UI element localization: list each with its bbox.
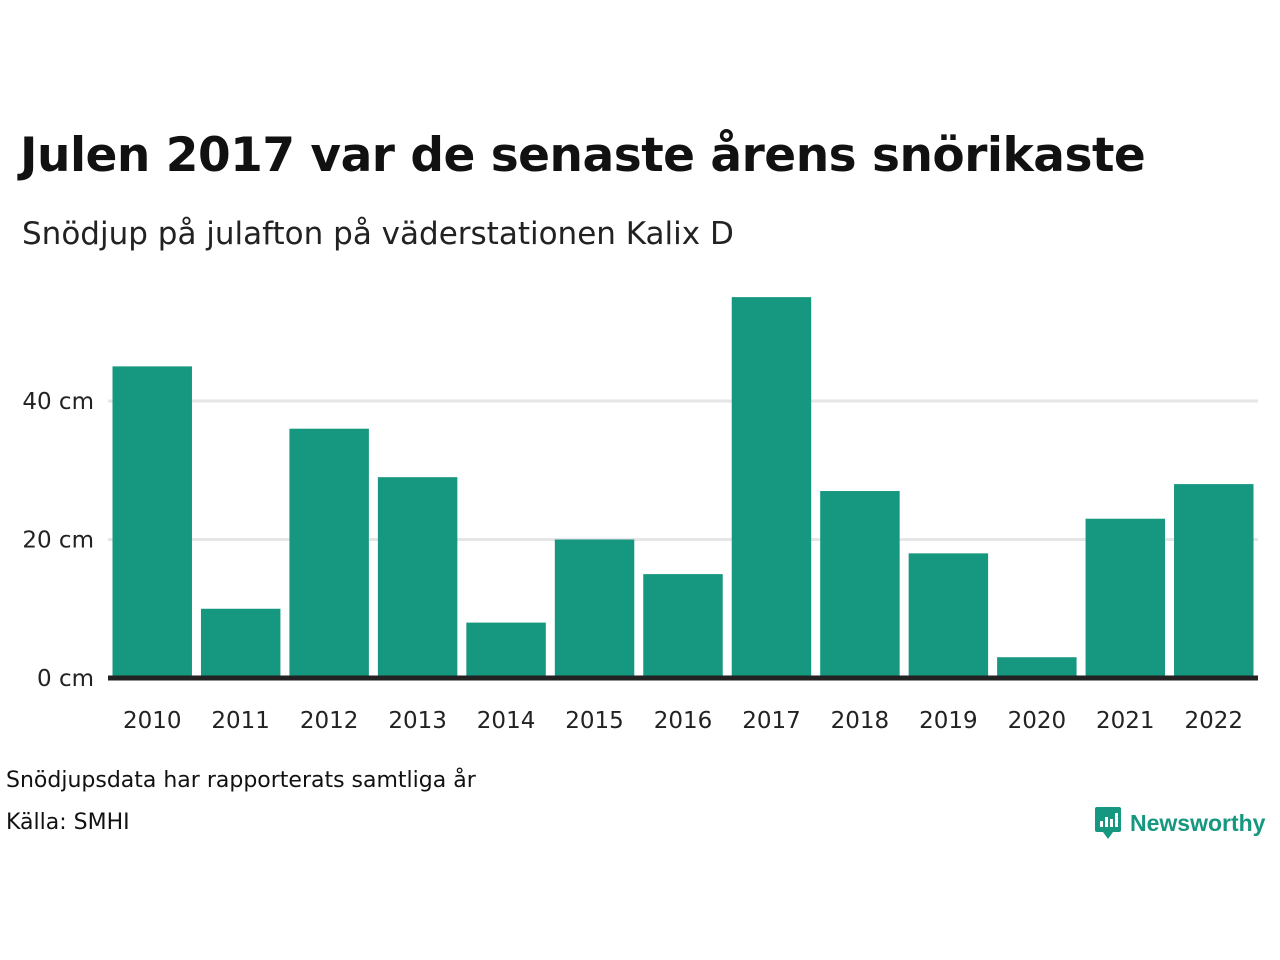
x-tick-label: 2022	[1184, 708, 1243, 734]
x-tick-label: 2017	[742, 708, 801, 734]
chart-subtitle: Snödjup på julafton på väderstationen Ka…	[22, 216, 734, 252]
x-tick-label: 2019	[919, 708, 978, 734]
chart-title: Julen 2017 var de senaste årens snörikas…	[20, 128, 1146, 183]
bar-2022	[1174, 484, 1254, 678]
newsworthy-logo-icon	[1095, 807, 1121, 839]
bar-2016	[643, 574, 723, 678]
bar-2014	[466, 622, 546, 678]
x-tick-label: 2014	[477, 708, 536, 734]
bar-2019	[908, 553, 989, 678]
y-tick-label: 40 cm	[22, 389, 94, 415]
x-tick-label: 2020	[1008, 708, 1067, 734]
x-tick-label: 2011	[211, 708, 270, 734]
source-note: Källa: SMHI	[6, 810, 130, 835]
bar-2012	[289, 428, 369, 678]
bar-2021	[1085, 518, 1166, 678]
bar-2010	[112, 366, 192, 678]
bar-2015	[554, 539, 635, 678]
x-tick-label: 2015	[565, 708, 624, 734]
axes: 0 cm 20 cm 40 cm 2010 2011 2012 2013 2014 2015 20…	[22, 389, 1258, 734]
bar-2017	[731, 297, 812, 678]
y-tick-label: 0 cm	[37, 666, 94, 692]
bar-2013	[377, 477, 458, 678]
bars	[112, 297, 1254, 678]
gridlines	[108, 399, 1258, 541]
bar-2011	[200, 608, 281, 678]
x-tick-label: 2013	[388, 708, 447, 734]
brand-logo[interactable]: Newsworthy	[1094, 806, 1265, 840]
y-tick-label: 20 cm	[22, 528, 94, 554]
x-tick-label: 2012	[300, 708, 359, 734]
x-tick-label: 2010	[123, 708, 182, 734]
x-tick-label: 2021	[1096, 708, 1155, 734]
bar-chart: 0 cm 20 cm 40 cm 2010 2011 2012 2013 2014 2015 20…	[22, 297, 1258, 734]
bar-2020	[997, 657, 1077, 678]
brand-name: Newsworthy	[1130, 809, 1266, 836]
x-tick-label: 2016	[654, 708, 713, 734]
x-tick-label: 2018	[831, 708, 890, 734]
footnote: Snödjupsdata har rapporterats samtliga å…	[6, 768, 476, 793]
bar-2018	[820, 491, 900, 678]
